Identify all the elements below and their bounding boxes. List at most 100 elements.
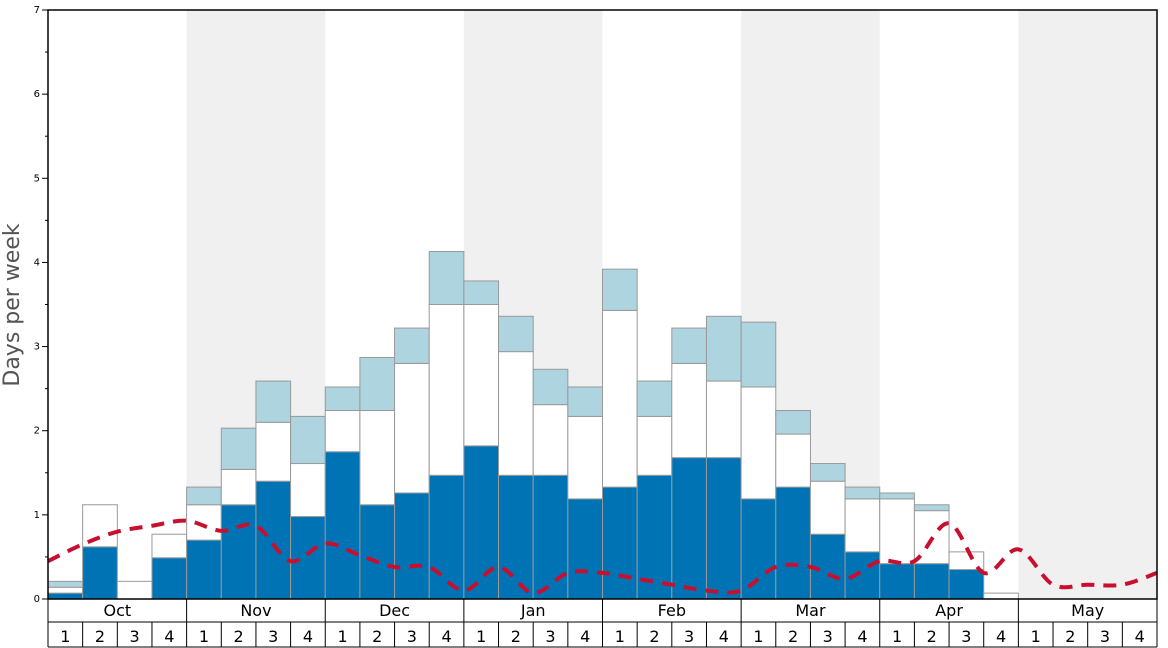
week-label-9: 1 — [337, 627, 347, 646]
bar-white-week-15 — [532, 404, 569, 476]
week-label-19: 3 — [684, 627, 694, 646]
week-label-29: 1 — [1031, 627, 1041, 646]
y-tick-label-1: 1 — [34, 510, 40, 521]
bar-light-week-21 — [740, 321, 777, 388]
month-label-oct: Oct — [103, 601, 131, 620]
month-label-feb: Feb — [658, 601, 686, 620]
bar-dark-week-20 — [705, 457, 742, 600]
y-tick-label-2: 2 — [34, 426, 40, 437]
week-label-3: 3 — [130, 627, 140, 646]
month-label-mar: Mar — [795, 601, 826, 620]
month-label-jan: Jan — [520, 601, 546, 620]
bar-light-week-23 — [809, 463, 846, 482]
bar-dark-week-15 — [532, 474, 569, 600]
week-label-28: 4 — [996, 627, 1006, 646]
week-label-18: 2 — [649, 627, 659, 646]
bar-white-week-20 — [705, 380, 742, 459]
bar-white-week-26 — [913, 510, 950, 565]
bar-dark-week-21 — [740, 498, 777, 600]
bar-white-week-3 — [116, 580, 153, 600]
week-label-15: 3 — [545, 627, 555, 646]
bar-white-week-6 — [220, 468, 257, 506]
bar-white-week-17 — [602, 309, 638, 488]
week-label-27: 3 — [961, 627, 971, 646]
bar-dark-week-25 — [879, 563, 915, 600]
bar-dark-week-16 — [567, 498, 603, 600]
bar-light-week-19 — [671, 327, 707, 364]
bar-light-week-11 — [394, 327, 430, 364]
bar-white-week-12 — [428, 304, 465, 476]
month-band-may — [1018, 10, 1157, 599]
bar-light-week-12 — [428, 250, 465, 306]
bar-light-week-15 — [532, 368, 569, 406]
bar-white-week-13 — [463, 304, 500, 447]
bar-white-week-10 — [359, 410, 396, 506]
bar-white-week-16 — [567, 415, 603, 500]
bar-white-week-27 — [948, 551, 985, 571]
bar-light-week-7 — [255, 380, 292, 423]
bar-light-week-22 — [775, 410, 811, 435]
bar-light-week-8 — [290, 415, 326, 465]
y-tick-label-4: 4 — [34, 257, 40, 268]
week-label-2: 2 — [95, 627, 105, 646]
bar-white-week-19 — [671, 362, 707, 459]
bar-white-week-2 — [82, 504, 118, 548]
bar-white-week-7 — [255, 421, 292, 482]
y-axis-label: Days per week — [0, 223, 25, 386]
week-label-4: 4 — [164, 627, 174, 646]
bars-layer — [47, 250, 1019, 600]
bar-light-week-16 — [567, 386, 603, 417]
bar-dark-week-12 — [428, 474, 465, 600]
week-label-17: 1 — [615, 627, 625, 646]
week-label-22: 2 — [788, 627, 798, 646]
bar-light-week-14 — [498, 315, 534, 353]
y-tick-label-6: 6 — [34, 89, 40, 100]
month-label-dec: Dec — [379, 601, 410, 620]
week-label-13: 1 — [476, 627, 486, 646]
bar-dark-week-4 — [151, 557, 188, 600]
y-tick-label-3: 3 — [34, 342, 40, 353]
bar-dark-week-19 — [671, 457, 707, 600]
average-line-layer — [47, 518, 1158, 596]
week-label-8: 4 — [303, 627, 313, 646]
bar-light-week-5 — [186, 486, 222, 506]
bar-white-week-21 — [740, 386, 777, 500]
bar-light-week-1 — [47, 580, 84, 588]
week-label-25: 1 — [892, 627, 902, 646]
bar-white-week-25 — [879, 498, 915, 565]
bar-dark-week-9 — [324, 451, 361, 600]
bar-dark-week-5 — [186, 539, 222, 600]
bar-light-week-18 — [636, 380, 673, 417]
bar-dark-week-27 — [948, 569, 985, 600]
bar-white-week-1 — [47, 586, 84, 594]
week-label-20: 4 — [719, 627, 729, 646]
week-label-1: 1 — [60, 627, 70, 646]
bar-light-week-24 — [844, 486, 881, 500]
month-label-may: May — [1071, 601, 1104, 620]
week-label-10: 2 — [372, 627, 382, 646]
bar-dark-week-14 — [498, 474, 534, 600]
week-label-5: 1 — [199, 627, 209, 646]
bar-light-week-25 — [879, 492, 915, 500]
week-label-32: 4 — [1135, 627, 1145, 646]
week-label-16: 4 — [580, 627, 590, 646]
bar-dark-week-11 — [394, 492, 430, 600]
bar-dark-week-1 — [47, 592, 84, 600]
week-label-26: 2 — [927, 627, 937, 646]
week-label-6: 2 — [234, 627, 244, 646]
bar-dark-week-13 — [463, 445, 500, 600]
bar-light-week-6 — [220, 427, 257, 470]
bar-light-week-13 — [463, 280, 500, 306]
bar-dark-week-17 — [602, 486, 638, 600]
bar-white-week-11 — [394, 362, 430, 494]
x-axis: Oct Nov Dec Jan Feb Mar Apr May 1 2 3 4 1 2 3 4 1 2 3 4 1 2 3 4… — [47, 599, 1158, 648]
bar-white-week-4 — [151, 533, 188, 559]
week-label-14: 2 — [511, 627, 521, 646]
week-label-24: 4 — [857, 627, 867, 646]
bar-dark-week-26 — [913, 563, 950, 600]
bar-white-week-23 — [809, 480, 846, 535]
month-label-nov: Nov — [240, 601, 271, 620]
week-label-30: 2 — [1065, 627, 1075, 646]
bar-white-week-18 — [636, 415, 673, 476]
